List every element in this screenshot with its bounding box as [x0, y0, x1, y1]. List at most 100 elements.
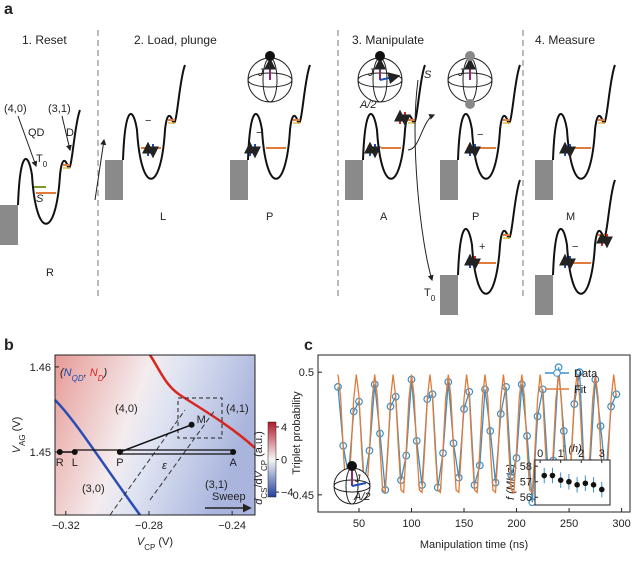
data-point — [370, 380, 379, 389]
t: ( — [60, 367, 65, 379]
inset-point — [541, 472, 548, 479]
t: QD — [72, 374, 84, 383]
t: CS — [260, 488, 269, 499]
region-label: (3,0) — [82, 483, 105, 495]
legend-swatch — [553, 369, 561, 377]
t: CP — [144, 543, 155, 552]
lead — [0, 205, 18, 245]
legend-label: Data — [574, 368, 598, 380]
gate-point — [71, 449, 78, 456]
step-title: 4. Measure — [535, 33, 595, 47]
potential — [457, 64, 521, 180]
y-axis-label: VAG (V) — [11, 417, 27, 454]
plot-frame — [54, 354, 256, 516]
sign: − — [477, 129, 483, 141]
charge-state: (4,0) — [4, 103, 27, 115]
delta-vector — [379, 72, 401, 84]
t: (a.u.) — [253, 431, 265, 457]
level-label: S — [36, 193, 44, 205]
point-label: R — [56, 457, 64, 469]
potential — [247, 64, 311, 180]
sign: − — [145, 115, 151, 127]
inset-y-tick-label: 57 — [520, 477, 532, 489]
colorbar-label: dCS/dVCP (a.u.) — [253, 431, 269, 505]
inset-x-tick-label: 1 — [558, 448, 564, 460]
potential — [552, 64, 616, 180]
x-tick-label: −0.24 — [218, 520, 246, 532]
dot-label: D — [66, 127, 74, 139]
data-point — [612, 390, 621, 399]
t: (V) — [11, 417, 23, 432]
lead — [230, 160, 248, 200]
zoom-box — [177, 397, 223, 439]
exchange-label: J — [257, 67, 264, 79]
level-label: T0 — [424, 287, 436, 303]
step-title: 3. Manipulate — [352, 33, 424, 47]
inset-x-tick-label: 3 — [599, 448, 605, 460]
lead — [105, 160, 123, 200]
level-label: S — [424, 69, 432, 81]
data-point — [575, 368, 584, 377]
data-point — [481, 385, 489, 394]
transition-line — [54, 399, 142, 516]
point-label: M — [197, 414, 206, 426]
gate-point — [56, 449, 63, 456]
potential — [17, 109, 81, 225]
colorbar — [267, 421, 277, 498]
step-arrow — [407, 114, 436, 151]
splitting-label: A/2 — [359, 99, 377, 111]
potential — [122, 64, 186, 180]
step-title: 1. Reset — [22, 33, 67, 47]
y-tick-label: 1.46 — [30, 362, 51, 374]
data-point — [486, 427, 495, 435]
x-tick-label: −0.28 — [135, 520, 163, 532]
t: (V) — [158, 536, 173, 548]
stage-label: A — [380, 211, 388, 223]
inset-point — [590, 482, 597, 488]
inset-y-tick-label: 56 — [520, 492, 532, 504]
exchange-label: J — [354, 473, 361, 485]
level-label: T0 — [36, 153, 48, 169]
lead — [345, 160, 363, 200]
x-axis-label: Manipulation time (ns) — [420, 539, 528, 551]
delta-vector — [351, 482, 367, 487]
gate-point — [116, 449, 123, 456]
stage-label: R — [46, 267, 54, 279]
inset-y-tick-label: 58 — [520, 461, 532, 473]
data-point — [517, 380, 526, 389]
inset-point — [582, 480, 589, 487]
region-label: (4,0) — [115, 403, 138, 415]
step-title: 2. Load, plunge — [134, 33, 217, 47]
lead — [440, 275, 458, 315]
data-point — [559, 427, 568, 435]
data-point — [596, 422, 605, 431]
point-label: A — [229, 457, 237, 469]
guide-line — [149, 409, 216, 501]
y-tick-label: 0.45 — [293, 490, 314, 502]
exchange-label: J — [367, 67, 374, 79]
t: V — [11, 444, 23, 453]
transition-line — [148, 354, 256, 449]
detuning-label: ε — [162, 460, 167, 472]
t: V — [137, 536, 146, 548]
lead — [535, 275, 553, 315]
legend-label: Fit — [574, 384, 586, 396]
potential — [552, 179, 616, 295]
region-label: (3,1) — [205, 479, 228, 491]
level-label: T — [424, 287, 431, 299]
t: N — [64, 367, 72, 379]
y-tick-label: 0.5 — [299, 367, 314, 379]
state-dot — [375, 51, 385, 61]
inset-point — [549, 472, 556, 479]
plot-frame — [317, 354, 631, 513]
colorbar-tick-label: −4 — [281, 487, 294, 499]
sign: − — [256, 127, 262, 139]
gate-point — [188, 421, 195, 428]
pointer — [17, 115, 38, 168]
step-arrow — [94, 138, 107, 201]
dot-label: QD — [28, 127, 45, 139]
data-point — [475, 461, 484, 470]
colorbar-tick-label: 4 — [281, 422, 287, 434]
stage-label: L — [160, 211, 166, 223]
